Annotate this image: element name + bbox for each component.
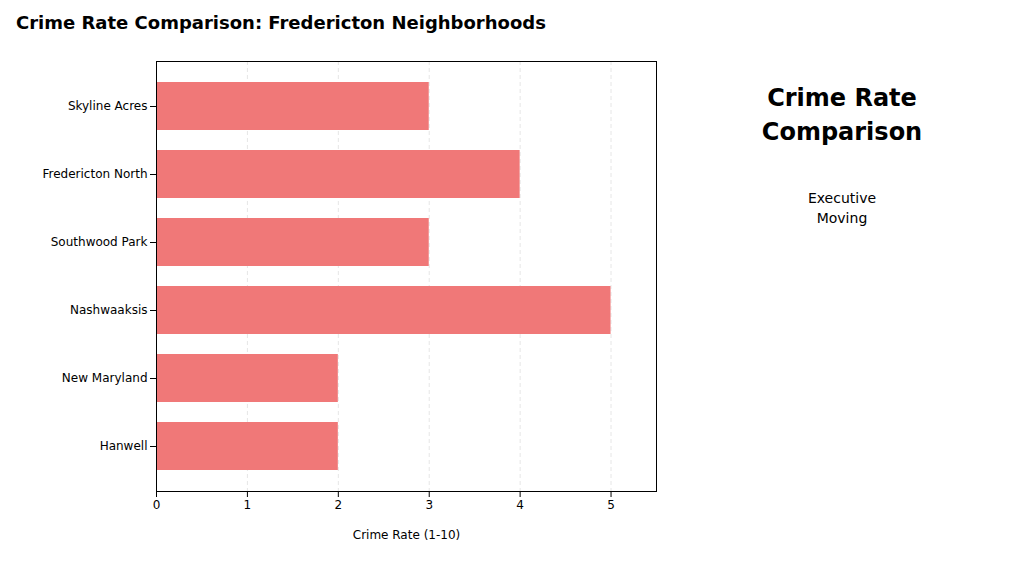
svg-text:Skyline Acres: Skyline Acres xyxy=(68,99,148,113)
svg-text:2: 2 xyxy=(334,498,342,512)
svg-text:4: 4 xyxy=(516,498,524,512)
svg-text:Crime Rate (1-10): Crime Rate (1-10) xyxy=(353,528,460,542)
svg-text:0: 0 xyxy=(153,498,161,512)
svg-text:Fredericton North: Fredericton North xyxy=(43,167,148,181)
svg-text:Nashwaaksis: Nashwaaksis xyxy=(70,303,148,317)
html-text:Executive Moving: Executive Moving xyxy=(807,190,877,226)
svg-text:5: 5 xyxy=(607,498,615,512)
svg-text:1: 1 xyxy=(244,498,252,512)
html-text:Crime Rate Comparison: Crime Rate Comparison xyxy=(761,84,923,146)
svg-text:3: 3 xyxy=(425,498,433,512)
svg-text:Southwood Park: Southwood Park xyxy=(51,235,148,249)
svg-text:New Maryland: New Maryland xyxy=(62,371,148,385)
html-text:Crime Rate Comparison: Frederi: Crime Rate Comparison: Fredericton Neigh… xyxy=(16,12,546,33)
svg-text:Hanwell: Hanwell xyxy=(100,439,148,453)
